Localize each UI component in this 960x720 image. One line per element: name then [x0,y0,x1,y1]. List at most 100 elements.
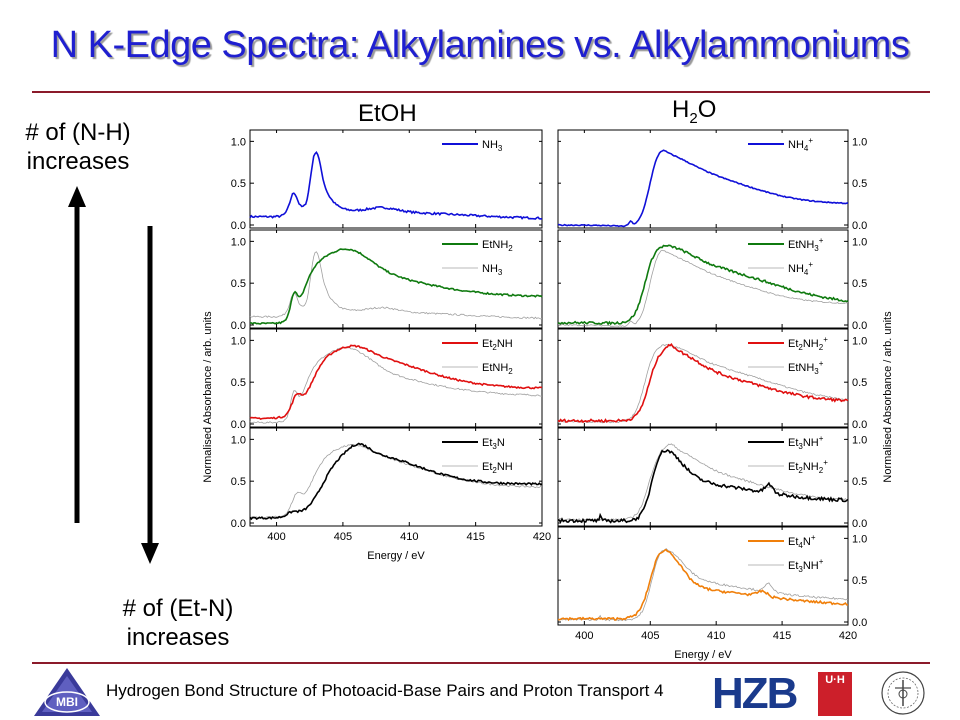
panel-frame [557,129,849,229]
legend-label: EtNH3+ [788,236,824,253]
x-axis-label: Energy / eV [674,649,732,661]
university-seal-logo [881,671,925,715]
panel-frame [557,526,849,626]
x-tick-label: 415 [466,531,484,543]
legend-label: Et2NH2+ [788,335,828,352]
series-line-et2nh [249,344,543,421]
panel-frame [249,328,543,428]
panel-frame [249,229,543,329]
x-tick-label: 405 [334,531,352,543]
panel-etoh-1: 0.0 0.5 1.0 NH3 EtNH2 [231,229,543,332]
y-tick-label: 0.5 [852,377,867,389]
panel-h2o-0: 0.0 0.5 1.0 NH4+ [557,129,867,232]
y-tick-label: 1.0 [852,533,867,545]
series-line-et2nh2 [558,443,849,522]
y-tick-label: 1.0 [852,236,867,248]
x-tick-label: 415 [773,630,791,642]
legend-label: Et2NH [482,461,513,475]
y-tick-label: 0.5 [231,377,246,389]
panel-h2o-2: 0.0 0.5 1.0 EtNH3+ Et2NH2+ [557,328,867,431]
trend-arrows [68,186,159,564]
panel-frame [557,229,849,329]
legend-label: EtNH2 [482,362,513,376]
y-tick-label: 0.5 [231,476,246,488]
y-tick-label: 0.5 [852,575,867,587]
y-tick-label: 1.0 [852,335,867,347]
panel-frame [249,427,543,527]
y-axis-label-right: Normalised Absorbance / arb. units [882,311,894,483]
legend-label: NH4+ [788,260,813,277]
y-tick-label: 0.0 [231,320,246,332]
panel-frame [249,129,543,229]
legend-label: Et2NH [482,338,513,352]
y-tick-label: 0.0 [231,518,246,530]
panel-etoh-0: 0.0 0.5 1.0 NH3 [231,129,543,232]
hzb-logo: HZB [712,669,798,718]
footer-divider [32,662,930,664]
panel-frame [557,328,849,428]
panel-h2o-1: 0.0 0.5 1.0 NH4+ EtNH3+ [557,229,867,332]
y-tick-label: 1.0 [231,136,246,148]
legend-label: NH3 [482,263,503,277]
series-line-et2nh2 [557,343,849,424]
y-axis-label-left: Normalised Absorbance / arb. units [202,311,214,483]
legend-label: EtNH2 [482,239,513,253]
series-line-nh3 [249,251,543,320]
x-axis-label: Energy / eV [367,550,425,562]
x-tick-label: 400 [575,630,593,642]
series-line-etnh3 [557,244,849,326]
legend-label: Et3N [482,437,505,451]
panel-etoh-3: 0.0 0.5 1.0 400 405 410 415 420 Energy / eV Et2NH… [231,427,551,562]
x-tick-label: 410 [707,630,725,642]
series-line-etnh2 [249,346,542,424]
y-tick-label: 0.0 [231,220,246,232]
column-heading-h2o: H2O [672,96,717,127]
y-tick-label: 1.0 [231,335,246,347]
y-tick-label: 0.5 [852,178,867,190]
y-tick-label: 0.5 [852,278,867,290]
series-line-et2nh [249,443,543,519]
series-line-etnh3 [557,344,849,424]
y-tick-label: 0.5 [852,476,867,488]
x-tick-label: 420 [533,531,551,543]
y-tick-label: 0.0 [852,617,867,629]
y-tick-label: 1.0 [231,434,246,446]
y-tick-label: 1.0 [852,136,867,148]
x-tick-label: 420 [839,630,857,642]
panel-frame [557,427,849,527]
legend-label: NH3 [482,139,503,153]
slide-title: N K-Edge Spectra: Alkylamines vs. Alkyla… [50,24,910,66]
y-tick-label: 0.0 [852,518,867,530]
series-line-nh4 [557,149,849,228]
legend-label: Et2NH2+ [788,458,828,475]
legend-label: NH4+ [788,136,813,153]
mbi-logo-text: MBI [56,695,78,709]
y-tick-label: 0.5 [231,178,246,190]
legend-label: Et3NH+ [788,434,824,451]
panel-h2o-3: 0.0 0.5 1.0 Et2NH2+ Et3NH+ [557,427,867,530]
x-tick-label: 400 [267,531,285,543]
series-line-nh3 [249,150,543,220]
y-tick-label: 0.0 [852,320,867,332]
series-line-et4n [557,548,849,622]
etn-increases-label: # of (Et-N) increases [122,595,234,651]
footer-text: Hydrogen Bond Structure of Photoacid-Bas… [106,681,664,700]
up-arrow-head [68,186,86,207]
y-tick-label: 1.0 [231,236,246,248]
legend-label: Et4N+ [788,533,816,550]
x-tick-label: 405 [641,630,659,642]
legend-label: Et3NH+ [788,557,824,574]
title-divider [32,91,930,93]
legend-label: EtNH3+ [788,359,824,376]
down-arrow-head [141,543,159,564]
y-tick-label: 0.5 [231,278,246,290]
series-line-et3nh [557,449,849,524]
y-tick-label: 0.0 [852,220,867,232]
nh-increases-label: # of (N-H) increases [25,119,131,175]
series-line-et3n [249,442,543,521]
panel-etoh-2: 0.0 0.5 1.0 EtNH2 Et2NH [231,328,543,431]
mbi-logo: MBI [34,668,100,716]
panel-h2o-4: 0.0 0.5 1.0 400 405 410 415 420 Energy / eV Et3NH… [557,526,867,661]
uhh-logo: U·H [818,672,852,716]
